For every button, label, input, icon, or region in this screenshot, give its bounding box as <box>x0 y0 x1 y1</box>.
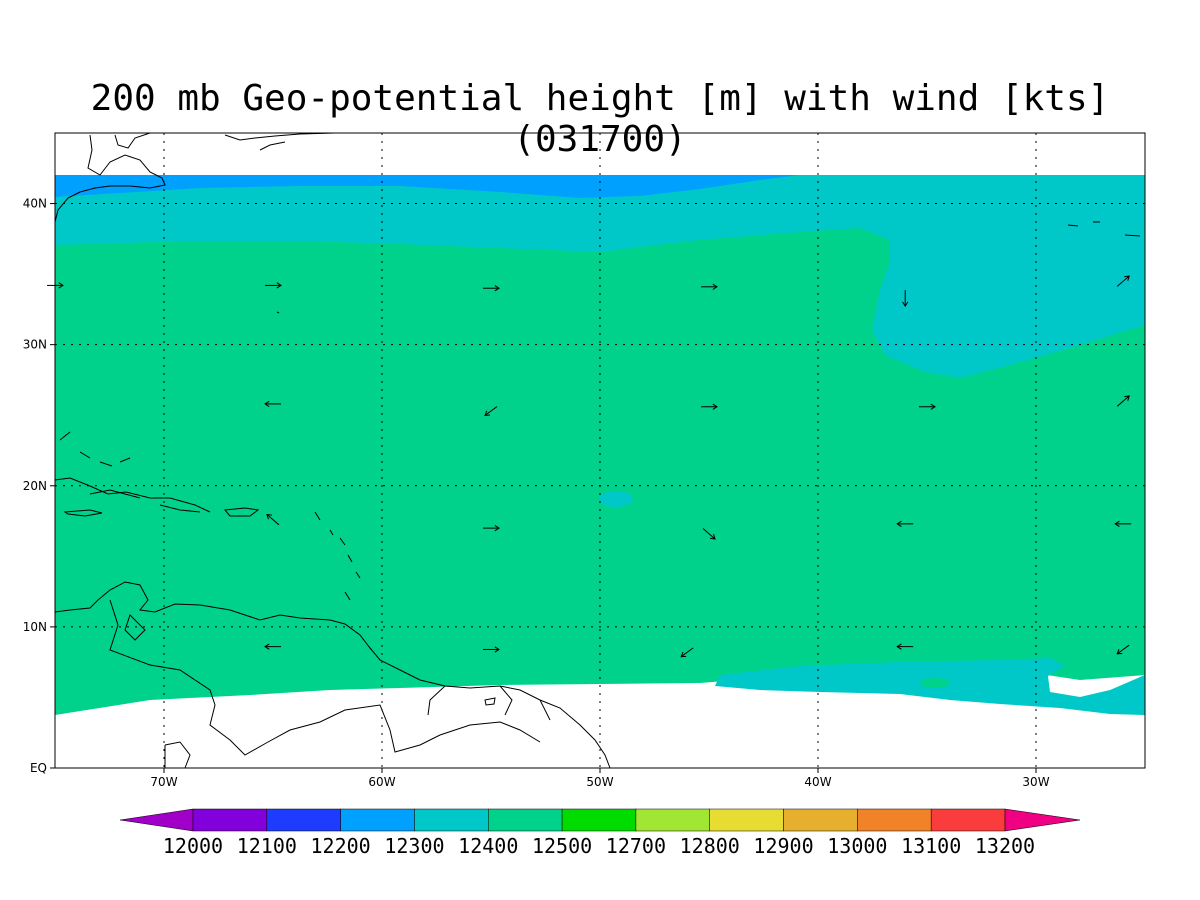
wind-arrow <box>680 647 694 658</box>
colorbar-label: 13100 <box>901 834 961 858</box>
colorbar-swatch <box>340 808 415 832</box>
map-grid <box>55 133 1145 768</box>
fill-band-12300-12400-north <box>55 175 1145 378</box>
wind-arrow <box>266 513 280 526</box>
fill-closed-contour <box>599 491 633 507</box>
wind-arrow <box>919 403 936 410</box>
coastlines <box>54 132 1141 769</box>
lon-tick-label: 70W <box>150 775 177 789</box>
colorbar-label: 12400 <box>458 834 518 858</box>
colorbar-label: 12100 <box>237 834 297 858</box>
wind-arrow <box>701 283 718 290</box>
lon-tick-label: 50W <box>586 775 613 789</box>
colorbar-swatch <box>857 808 932 832</box>
colorbar-label: 12300 <box>384 834 444 858</box>
wind-arrow <box>1116 275 1130 287</box>
colorbar-label: 12700 <box>606 834 666 858</box>
colorbar-swatch <box>635 808 710 832</box>
colorbar: 12000 12100 12200 12300 12400 12500 12700 12800… <box>119 808 1081 858</box>
colorbar-label: 12500 <box>532 834 592 858</box>
colorbar-label: 13000 <box>827 834 887 858</box>
colorbar-swatch <box>488 808 563 832</box>
colorbar-swatch <box>266 808 341 832</box>
colorbar-swatch <box>930 808 1006 832</box>
wind-arrow <box>896 520 914 527</box>
lat-tick-label: 10N <box>23 620 47 634</box>
wind-arrow <box>483 525 500 532</box>
colorbar-swatch <box>561 808 637 832</box>
colorbar-swatch <box>783 808 858 832</box>
lon-tick-label: 60W <box>368 775 395 789</box>
wind-arrow <box>264 643 281 650</box>
colorbar-swatch <box>709 808 784 832</box>
wind-arrow <box>484 406 498 416</box>
colorbar-swatch <box>414 808 489 832</box>
axis-labels: 70W 60W 50W 40W 30W EQ 10N 20N 30N 40N <box>23 197 1050 789</box>
wind-arrow <box>264 400 281 408</box>
lon-tick-label: 30W <box>1022 775 1049 789</box>
wind-arrow <box>701 403 718 410</box>
wind-arrow <box>483 285 500 292</box>
colorbar-label: 13200 <box>975 834 1035 858</box>
colorbar-low-triangle <box>119 808 194 832</box>
fill-band-12200-12300 <box>55 175 800 198</box>
map-title: 200 mb Geo-potential height [m] with win… <box>90 78 1110 160</box>
wind-arrow <box>902 290 909 308</box>
lon-tick-label: 40W <box>804 775 831 789</box>
colorbar-label: 12900 <box>753 834 813 858</box>
wind-arrow <box>702 528 716 540</box>
wind-arrow <box>896 643 914 650</box>
colorbar-label: 12200 <box>311 834 371 858</box>
wind-arrow <box>1114 520 1132 527</box>
fill-closed-contour-south <box>920 678 950 688</box>
colorbar-swatch <box>192 808 268 832</box>
colorbar-label: 12800 <box>680 834 740 858</box>
wind-arrow <box>1116 644 1130 655</box>
lat-tick-label: 30N <box>23 338 47 352</box>
lat-tick-label: EQ <box>30 761 47 775</box>
wind-arrow <box>483 646 500 653</box>
wind-arrow <box>265 282 282 289</box>
lat-tick-label: 20N <box>23 479 47 493</box>
colorbar-high-triangle <box>1004 808 1081 832</box>
colorbar-label: 12000 <box>163 834 223 858</box>
wind-arrow <box>1116 395 1130 407</box>
lat-tick-label: 40N <box>23 197 47 211</box>
